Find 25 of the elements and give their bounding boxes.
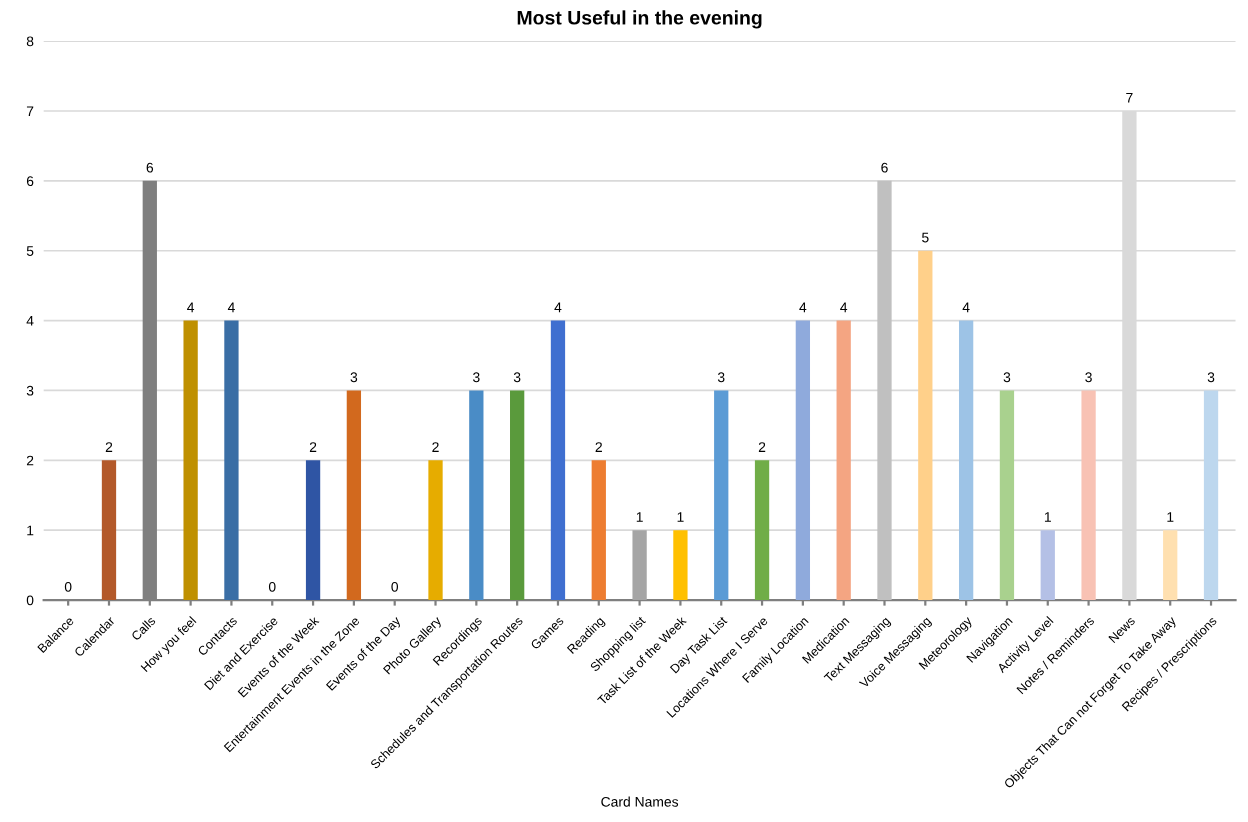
bar [877,180,892,601]
bar [1203,390,1219,601]
bar [469,390,484,601]
chart-title: Most Useful in the evening [517,10,762,29]
bar [714,390,729,601]
bar [550,320,566,601]
bar [836,320,851,601]
bar [918,250,933,601]
bar [305,460,321,601]
bar [1163,530,1178,601]
bar [632,530,647,601]
bar [958,320,974,601]
bar [999,390,1015,601]
bar [673,530,688,601]
bar [591,460,606,601]
bar [224,320,239,601]
bar [510,390,525,601]
bar [795,320,811,601]
bar [754,460,770,601]
bar [101,460,117,601]
bar [1040,530,1055,601]
bar [1081,390,1096,601]
bar [346,390,362,601]
bar [183,320,198,601]
bar [428,460,443,601]
